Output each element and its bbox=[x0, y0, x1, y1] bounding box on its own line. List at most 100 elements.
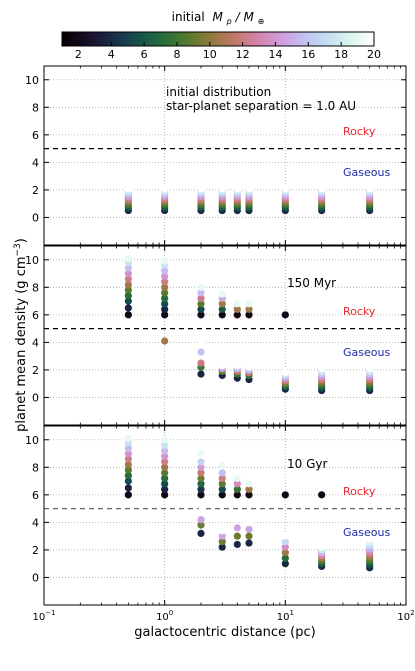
data-point bbox=[197, 184, 205, 193]
data-point bbox=[161, 278, 169, 286]
data-point bbox=[318, 543, 326, 551]
colorbar-tick-label: 8 bbox=[173, 48, 180, 61]
y-tick-label: 8 bbox=[32, 461, 39, 474]
y-tick-label: 6 bbox=[32, 309, 39, 322]
data-point bbox=[197, 521, 205, 529]
y-tick-label: 6 bbox=[32, 129, 39, 142]
data-point bbox=[197, 340, 205, 348]
data-point bbox=[197, 485, 205, 493]
data-point bbox=[197, 305, 205, 313]
data-point bbox=[124, 275, 132, 283]
rocky-label: Rocky bbox=[343, 125, 376, 138]
colorbar-bar bbox=[61, 31, 375, 47]
data-point bbox=[124, 254, 132, 262]
data-point bbox=[197, 469, 205, 477]
data-point bbox=[218, 491, 226, 499]
data-point bbox=[245, 300, 253, 308]
data-point bbox=[366, 535, 374, 543]
data-point bbox=[161, 272, 169, 280]
data-point bbox=[124, 491, 132, 499]
data-point bbox=[218, 543, 226, 551]
data-point bbox=[218, 290, 226, 298]
data-point bbox=[281, 184, 289, 193]
data-point bbox=[161, 294, 169, 302]
data-point bbox=[161, 436, 169, 444]
data-point bbox=[197, 458, 205, 466]
data-point bbox=[124, 444, 132, 452]
colorbar-tick-label: 14 bbox=[268, 48, 282, 61]
y-tick-label: 4 bbox=[32, 156, 39, 169]
data-point bbox=[161, 283, 169, 291]
data-point bbox=[233, 480, 241, 488]
data-point bbox=[318, 364, 326, 373]
panel-3: 0 2 4 6 8 10 10 Gyr Rocky Gaseous bbox=[25, 425, 407, 606]
data-point bbox=[233, 184, 241, 193]
data-point bbox=[197, 516, 205, 524]
data-point bbox=[233, 300, 241, 308]
panel-y-ticks: 0 2 4 6 8 10 bbox=[25, 254, 406, 404]
data-point bbox=[218, 538, 226, 546]
data-point bbox=[245, 311, 253, 319]
y-tick-label: 4 bbox=[32, 516, 39, 529]
data-point bbox=[245, 480, 253, 488]
panel-grid bbox=[44, 246, 406, 425]
data-point bbox=[124, 264, 132, 272]
x-tick-label: 101 bbox=[277, 609, 294, 623]
colorbar-title-word: initial bbox=[172, 10, 205, 24]
data-point bbox=[161, 463, 169, 471]
data-point bbox=[281, 369, 289, 377]
data-point bbox=[197, 463, 205, 471]
y-axis-label-close: ) bbox=[14, 238, 29, 243]
x-tick-label: 102 bbox=[397, 609, 414, 623]
data-point bbox=[124, 304, 132, 312]
data-point bbox=[197, 529, 205, 538]
data-point bbox=[233, 311, 241, 319]
data-point bbox=[161, 469, 169, 477]
data-point bbox=[218, 300, 226, 308]
panel-grid bbox=[44, 66, 406, 245]
data-point bbox=[245, 491, 253, 499]
y-tick-label: 0 bbox=[32, 571, 39, 584]
data-point bbox=[197, 491, 205, 499]
colorbar-tick-label: 16 bbox=[301, 48, 315, 61]
data-point bbox=[197, 480, 205, 488]
data-point bbox=[124, 280, 132, 289]
data-point bbox=[124, 477, 132, 485]
x-tick-label: 100 bbox=[156, 609, 173, 623]
data-point bbox=[281, 311, 289, 319]
data-point bbox=[197, 289, 205, 297]
y-tick-label: 2 bbox=[32, 184, 39, 197]
colorbar-tick-label: 2 bbox=[75, 48, 82, 61]
colorbar-title-mass-2: M bbox=[243, 10, 254, 24]
data-point bbox=[161, 447, 169, 455]
data-point bbox=[124, 455, 132, 463]
panel-frame bbox=[43, 65, 407, 246]
data-point bbox=[124, 449, 132, 458]
data-point bbox=[161, 441, 169, 449]
data-point bbox=[218, 480, 226, 488]
y-axis-label-main: planet mean density (g cm bbox=[14, 256, 29, 431]
colorbar-title-mass: M bbox=[212, 10, 223, 24]
data-point bbox=[124, 311, 132, 319]
gaseous-label: Gaseous bbox=[343, 526, 390, 539]
y-tick-label: 8 bbox=[32, 101, 39, 114]
data-point bbox=[233, 491, 241, 499]
data-point bbox=[366, 364, 374, 373]
data-point bbox=[233, 540, 241, 549]
colorbar-title-sub-earth: ⊕ bbox=[258, 17, 265, 26]
data-point bbox=[218, 311, 226, 319]
data-point bbox=[245, 532, 253, 540]
data-point bbox=[245, 363, 253, 371]
data-point bbox=[318, 491, 326, 499]
data-point bbox=[197, 359, 205, 367]
data-point bbox=[161, 452, 169, 460]
data-point bbox=[218, 532, 226, 540]
data-point bbox=[245, 485, 253, 493]
gaseous-label: Gaseous bbox=[343, 346, 390, 359]
colorbar-tick-label: 12 bbox=[236, 48, 250, 61]
panel-x-ticks bbox=[43, 246, 407, 425]
data-point bbox=[161, 305, 169, 313]
data-point bbox=[245, 305, 253, 313]
data-point bbox=[124, 184, 132, 193]
